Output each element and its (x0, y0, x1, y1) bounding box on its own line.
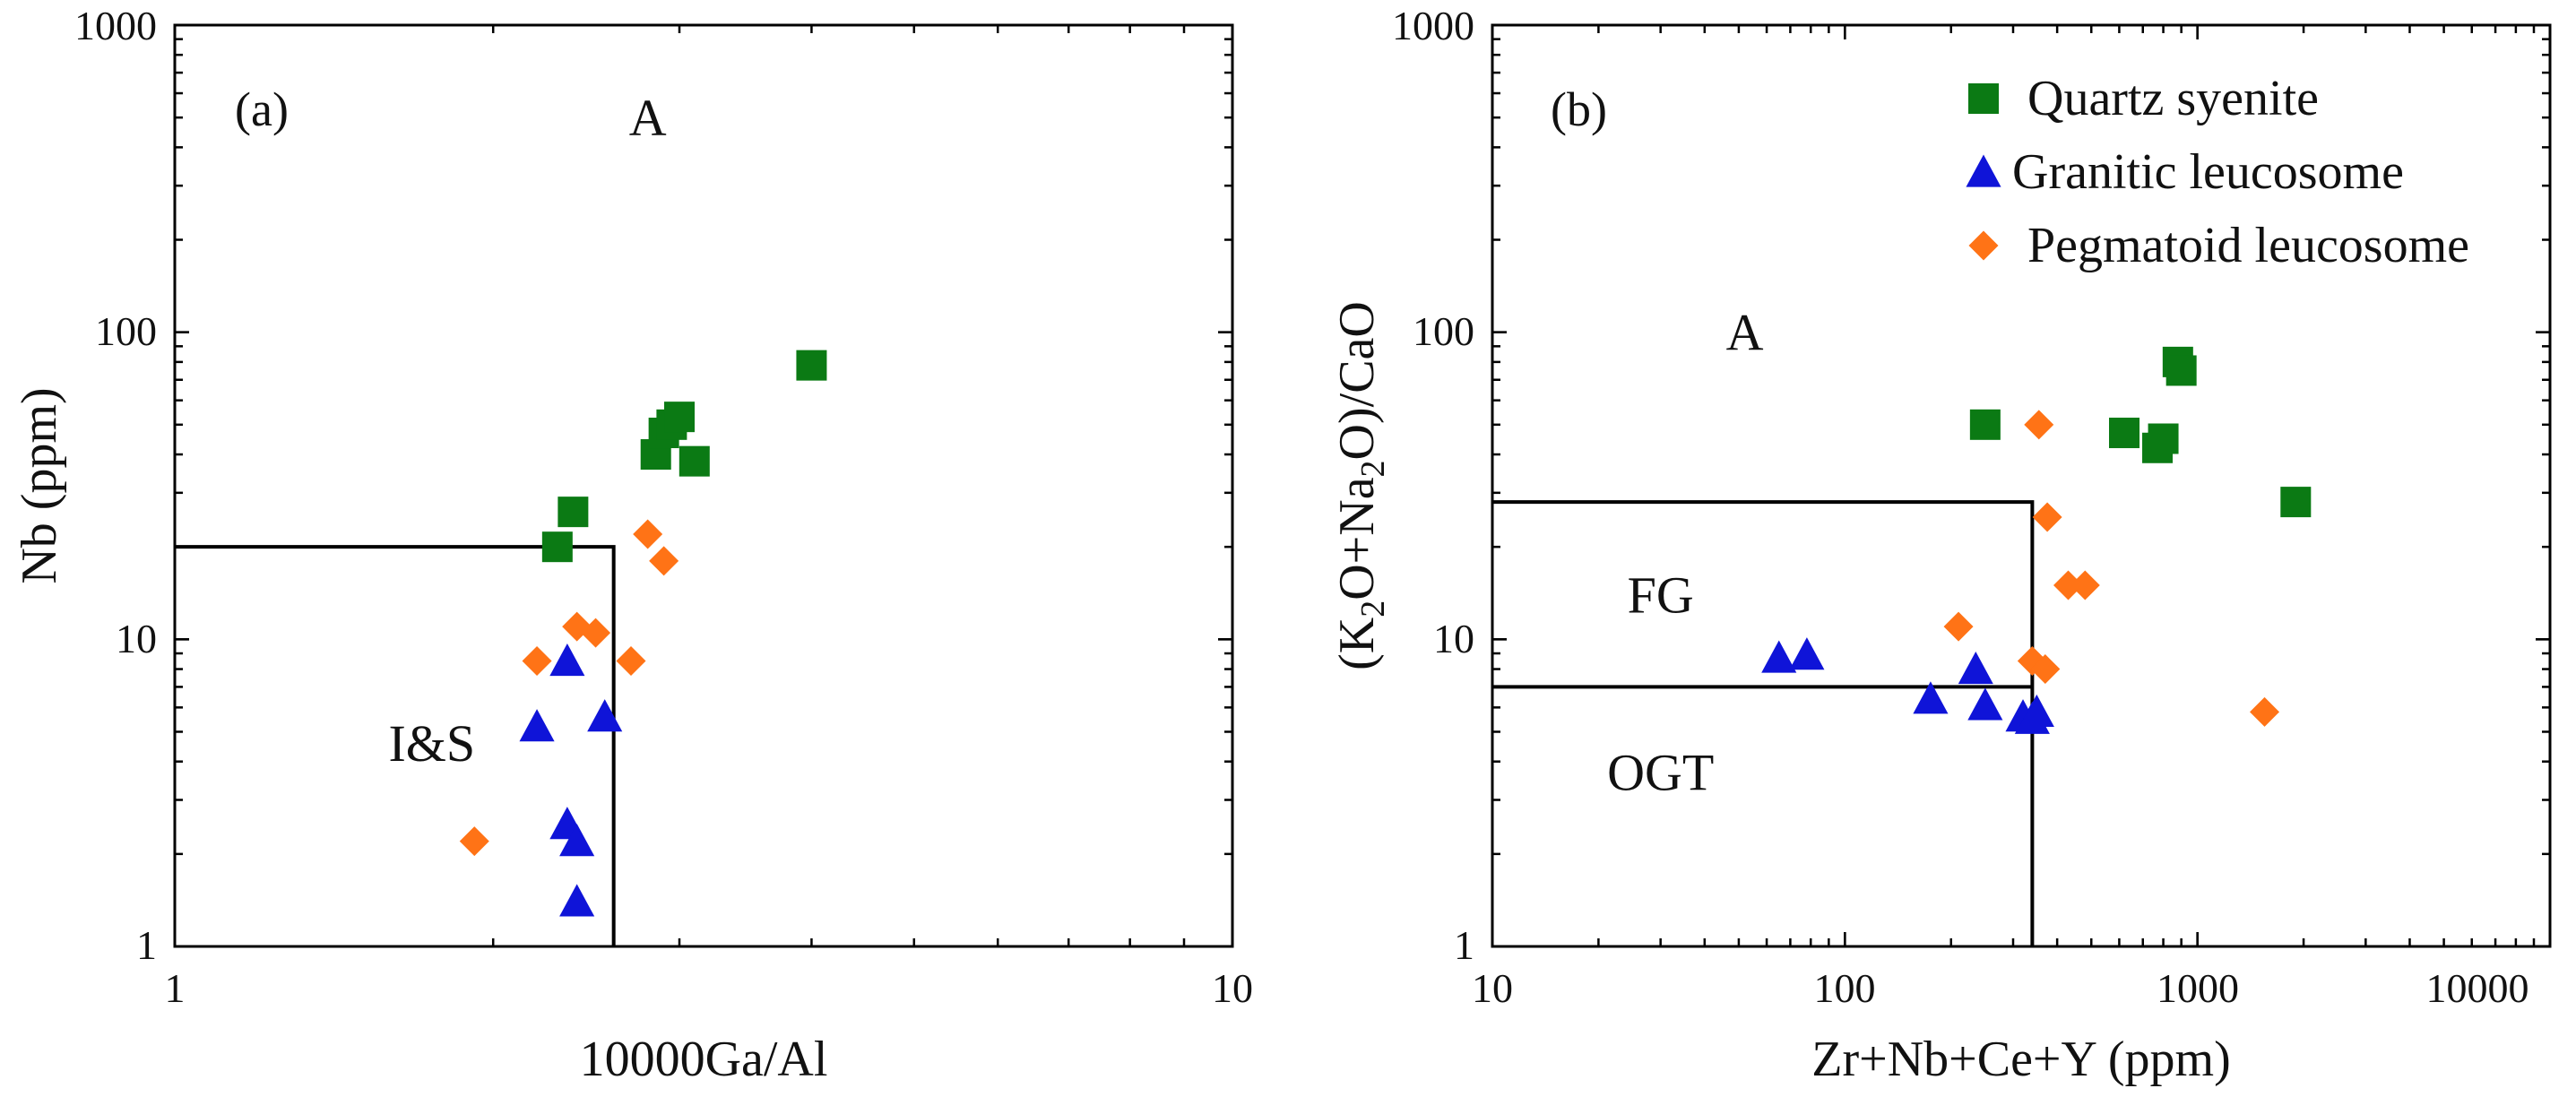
point-granitic-leucosome (587, 699, 623, 732)
panel-b-y-axis-title: (K2O+Na2O)/CaO (1329, 301, 1392, 670)
point-quartz-syenite (796, 350, 827, 381)
panel-a-region-label-a: A (629, 89, 667, 147)
panel-b: 10 100 1000 10000 1 10 100 1000 Zr+Nb+Ce… (1329, 3, 2552, 1087)
y-title-part-3: O)/CaO (1329, 301, 1385, 460)
point-quartz-syenite (1969, 409, 2001, 440)
point-granitic-leucosome (559, 884, 595, 917)
panel-b-field-boundary (1492, 500, 2035, 946)
point-quartz-syenite (2148, 423, 2179, 454)
panel-b-y-tick-1: 1 (1454, 922, 1474, 968)
panel-a-y-tick-10: 10 (116, 616, 157, 661)
panel-a-frame (173, 23, 1234, 948)
point-pegmatoid-leucosome (2053, 570, 2083, 600)
panel-a: 1 10 1 10 100 1000 10000Ga/Al Nb (ppm) (… (12, 3, 1253, 1087)
panel-b-x-tick-10: 10 (1472, 965, 1513, 1011)
point-pegmatoid-leucosome (2030, 654, 2061, 685)
point-quartz-syenite (541, 531, 573, 563)
panel-a-y-tick-1000: 1000 (74, 3, 157, 48)
point-granitic-leucosome (549, 643, 585, 677)
legend-label-granitic-leucosome: Granitic leucosome (2012, 144, 2404, 200)
legend-marker-pegmatoid-leucosome (1968, 230, 1999, 261)
point-quartz-syenite (2165, 355, 2197, 386)
panel-b-y-tick-100: 100 (1413, 308, 1474, 354)
panel-a-region-label-i-and-s: I&S (388, 714, 475, 773)
point-granitic-leucosome (1761, 640, 1797, 673)
legend-symbol-quartz-syenite (1968, 83, 1999, 114)
point-quartz-syenite (679, 445, 710, 477)
point-pegmatoid-leucosome (2070, 570, 2100, 600)
point-pegmatoid-leucosome (1943, 611, 1974, 642)
panel-a-y-tick-100: 100 (95, 308, 157, 354)
point-granitic-leucosome (1958, 651, 1993, 685)
legend-label-quartz-syenite: Quartz syenite (2027, 71, 2319, 126)
point-granitic-leucosome (2018, 694, 2054, 728)
panel-a-data-points (459, 350, 827, 917)
panel-a-y-axis-title: Nb (ppm) (12, 387, 67, 583)
point-quartz-syenite (2280, 487, 2312, 518)
panel-b-x-tick-100: 100 (1814, 965, 1876, 1011)
point-pegmatoid-leucosome (581, 618, 611, 648)
point-pegmatoid-leucosome (2024, 410, 2054, 440)
panel-b-region-label-ogt: OGT (1607, 743, 1714, 801)
panel-b-ticks (1491, 23, 2552, 948)
point-quartz-syenite (558, 497, 589, 528)
panel-b-x-axis-title: Zr+Nb+Ce+Y (ppm) (1811, 1032, 2230, 1087)
panel-b-region-label-a: A (1726, 304, 1764, 362)
panel-a-label: (a) (235, 82, 289, 136)
point-granitic-leucosome (1913, 681, 1949, 714)
legend-marker-granitic-leucosome (1966, 154, 2001, 187)
panel-b-y-tick-10: 10 (1433, 616, 1474, 661)
point-pegmatoid-leucosome (2032, 502, 2062, 532)
panel-b-region-label-fg: FG (1628, 566, 1694, 624)
point-pegmatoid-leucosome (649, 546, 679, 576)
legend-marker-quartz-syenite (1968, 83, 1999, 114)
panel-b-label: (b) (1551, 82, 1607, 136)
y-title-part-2: O+Na (1329, 477, 1385, 600)
panel-a-x-tick-10: 10 (1212, 965, 1253, 1011)
legend-symbol-granitic-leucosome (1966, 154, 2001, 187)
panel-a-ticks (173, 23, 1234, 948)
point-pegmatoid-leucosome (522, 646, 552, 677)
point-pegmatoid-leucosome (616, 646, 646, 677)
legend-symbol-pegmatoid-leucosome (1968, 230, 1999, 261)
panel-b-frame (1491, 23, 2552, 948)
point-quartz-syenite (2109, 418, 2140, 449)
panel-a-x-axis-title: 10000Ga/Al (580, 1032, 828, 1087)
point-pegmatoid-leucosome (459, 826, 489, 857)
point-granitic-leucosome (519, 709, 555, 742)
panel-b-y-tick-1000: 1000 (1392, 3, 1474, 48)
legend-label-pegmatoid-leucosome: Pegmatoid leucosome (2027, 218, 2469, 273)
point-pegmatoid-leucosome (2250, 696, 2280, 727)
y-title-subscript-2: 2 (1354, 460, 1392, 477)
panel-b-data-points (1761, 346, 2312, 734)
y-title-subscript-1: 2 (1354, 600, 1392, 618)
y-title-part-1: (K (1329, 618, 1385, 670)
point-granitic-leucosome (1789, 637, 1825, 670)
point-granitic-leucosome (1967, 687, 2003, 721)
panel-a-field-boundary (175, 545, 616, 946)
point-quartz-syenite (664, 402, 696, 433)
point-granitic-leucosome (559, 824, 595, 857)
panel-a-y-tick-1: 1 (136, 922, 157, 968)
point-pegmatoid-leucosome (633, 519, 663, 549)
panel-a-x-tick-1: 1 (165, 965, 186, 1011)
panel-b-x-tick-1000: 1000 (2157, 965, 2239, 1011)
panel-b-x-tick-10000: 10000 (2426, 965, 2529, 1011)
legend: Quartz syenite Granitic leucosome Pegmat… (1966, 71, 2469, 273)
